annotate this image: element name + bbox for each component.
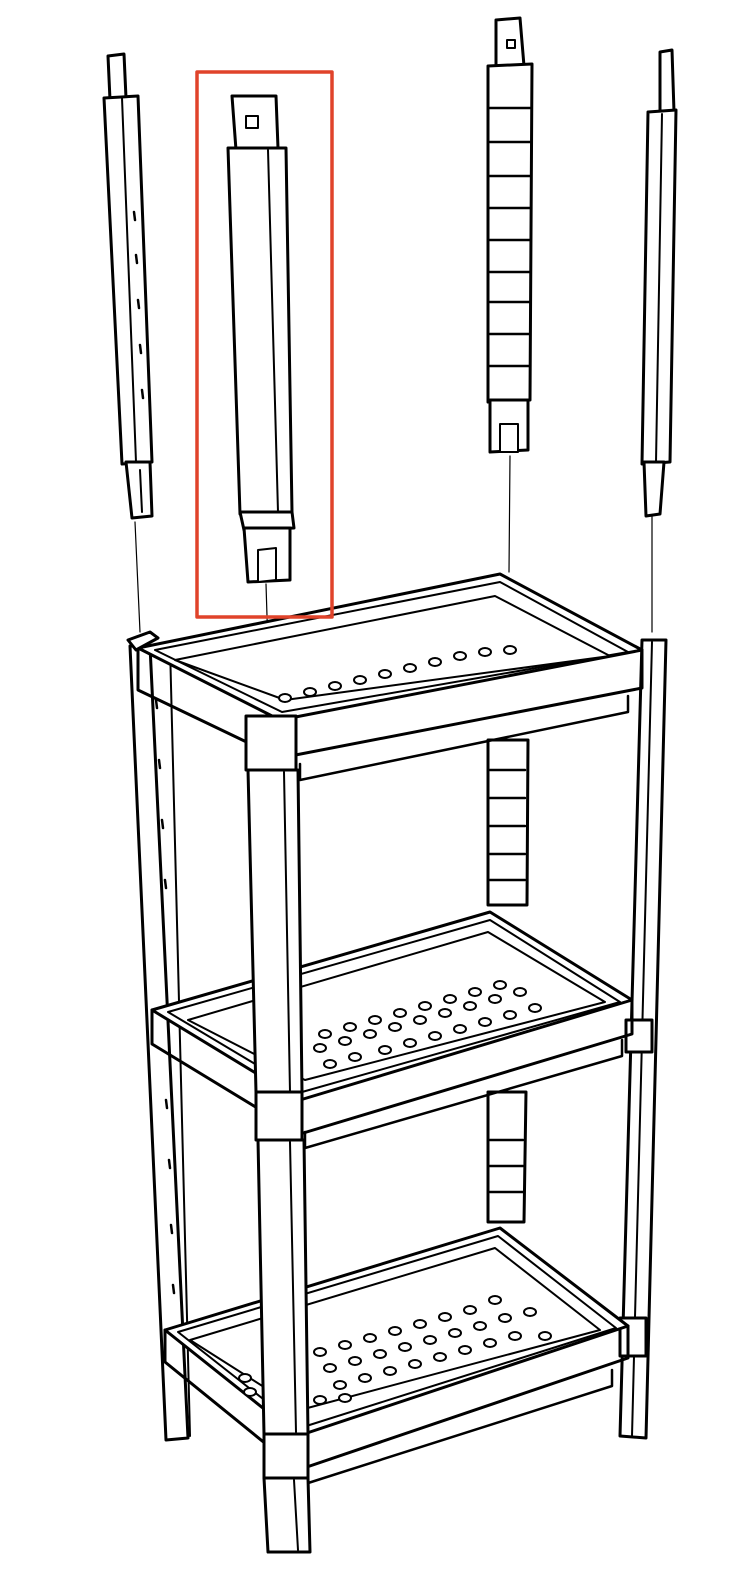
shelf-middle-drainage-holes xyxy=(313,980,542,1069)
shelf-middle xyxy=(150,910,634,1150)
rear-left-leg-cap xyxy=(126,630,160,652)
rear-left-leg xyxy=(128,644,191,1442)
rear-left-leg-notches xyxy=(154,698,176,1295)
shelf-bottom xyxy=(163,1226,630,1486)
front-left-leg xyxy=(244,714,312,1554)
shelf-top xyxy=(136,572,644,782)
rear-right-leg-ribs xyxy=(488,768,527,1194)
leg-extension-front-left xyxy=(226,94,296,584)
rear-right-extension-ribs xyxy=(488,106,532,368)
highlight-box xyxy=(195,70,334,619)
leg-extension-rear-right xyxy=(486,16,534,454)
rear-right-leg xyxy=(486,738,530,1224)
shelf-top-drainage-holes xyxy=(278,645,517,703)
guide-line-rear-left xyxy=(134,521,141,633)
shelf-bottom-drainage-holes xyxy=(238,1295,552,1405)
leg-extension-front-right xyxy=(640,48,678,518)
guide-line-rear-right xyxy=(508,455,511,573)
front-right-leg xyxy=(618,638,668,1440)
rear-left-extension-notches xyxy=(132,210,145,400)
leg-extension-rear-left xyxy=(102,52,154,520)
